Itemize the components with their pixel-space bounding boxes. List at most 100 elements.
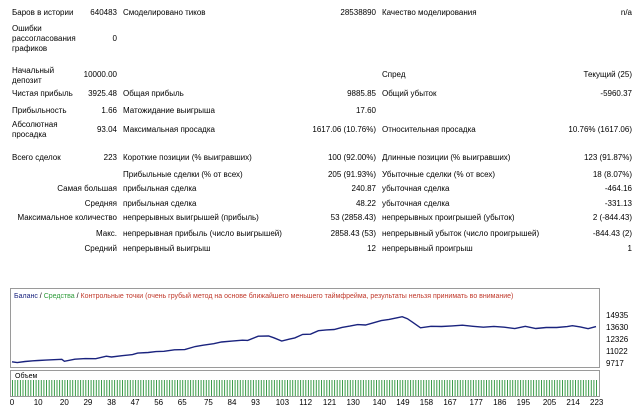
largest-profit-label: прибыльная сделка — [123, 184, 197, 193]
volume-bar — [344, 380, 346, 396]
volume-bar — [61, 380, 63, 396]
volume-bar — [507, 380, 508, 396]
loss-trades-label: Убыточные сделки (% от всех) — [382, 170, 496, 179]
volume-bar — [271, 380, 273, 396]
legend-separator-1: / — [37, 293, 44, 300]
volume-bar — [64, 380, 66, 396]
x-tick-label: 140 — [372, 398, 386, 407]
y-tick-label: 13630 — [606, 323, 629, 332]
volume-bar — [101, 380, 102, 396]
pf-label: Прибыльность — [12, 106, 67, 115]
volume-bar — [512, 380, 514, 396]
bars-value: 640483 — [90, 8, 117, 17]
volume-bar — [281, 380, 283, 396]
x-tick-label: 186 — [493, 398, 507, 407]
cons-wins-label: непрерывных выигрышей (прибыль) — [123, 213, 259, 222]
volume-bar — [572, 380, 574, 396]
x-tick-label: 93 — [251, 398, 260, 407]
errors-label: Ошибки рассогласования графиков — [12, 24, 76, 53]
volume-bar — [499, 380, 501, 396]
volume-bar — [59, 380, 61, 396]
volume-bar — [205, 380, 207, 396]
volume-bar — [431, 380, 432, 396]
gross-profit-label: Общая прибыль — [123, 89, 184, 98]
volume-bar — [93, 380, 95, 396]
rel-dd-label: Относительная просадка — [382, 125, 476, 134]
volume-bar — [582, 380, 584, 396]
volume-bar — [491, 380, 493, 396]
volume-bar — [305, 380, 307, 396]
volume-bar — [43, 380, 45, 396]
volume-bar — [459, 380, 461, 396]
volume-bar — [428, 380, 430, 396]
volume-bar — [169, 380, 171, 396]
volume-bar — [475, 380, 477, 396]
cons-wins-value: 53 (2858.43) — [330, 213, 376, 222]
y-tick-label: 11022 — [606, 346, 628, 356]
volume-bar — [410, 380, 412, 396]
volume-bar — [226, 380, 228, 396]
volume-bar — [56, 380, 58, 396]
max-dd-label: Максимальная просадка — [123, 125, 215, 134]
volume-bar — [192, 380, 194, 396]
volume-bar — [556, 380, 558, 396]
cons-profit-value: 2858.43 (53) — [330, 229, 376, 238]
volume-bar — [457, 380, 459, 396]
trades-value: 223 — [103, 153, 117, 162]
volume-bar — [266, 380, 267, 396]
volume-bar — [148, 380, 150, 396]
volume-bar — [323, 380, 325, 396]
x-axis: 0 10 20 29 38 47 56 65 75 84 93 103 112 121 130 140 149 1… — [10, 397, 610, 411]
volume-bar — [370, 380, 372, 396]
x-tick-label: 195 — [516, 398, 531, 407]
volume-bar — [216, 380, 218, 396]
spread-value: Текущий (25) — [583, 70, 632, 79]
x-tick-label: 47 — [130, 398, 140, 407]
volume-bar — [213, 380, 215, 396]
volume-bar — [483, 380, 485, 396]
volume-bar — [208, 380, 210, 396]
volume-bar — [258, 380, 260, 396]
volume-bar — [35, 380, 37, 396]
pf-value: 1.66 — [101, 106, 117, 115]
volume-svg — [12, 380, 597, 396]
deposit-label: Начальный депозит — [12, 66, 55, 85]
volume-bar — [122, 380, 123, 396]
volume-bar — [444, 380, 446, 396]
legend-separator-2: / — [74, 293, 81, 300]
volume-bar — [279, 380, 281, 396]
gross-loss-label: Общий убыток — [382, 89, 437, 98]
volume-bar — [452, 380, 453, 396]
volume-bar — [203, 380, 205, 396]
expect-value: 17.60 — [355, 106, 376, 115]
volume-bar — [87, 380, 89, 396]
volume-bar — [171, 380, 173, 396]
volume-bar — [77, 380, 79, 396]
volume-bar — [472, 380, 474, 396]
volume-bar — [562, 380, 563, 396]
volume-bar — [166, 380, 168, 396]
volume-bar — [46, 380, 47, 396]
volume-bar — [433, 380, 435, 396]
volume-bar — [190, 380, 192, 396]
balance-chart — [10, 288, 600, 368]
x-tick-label: 20 — [59, 398, 69, 407]
volume-bar — [404, 380, 406, 396]
volume-bar — [415, 380, 417, 396]
volume-bar — [318, 380, 320, 396]
volume-bar — [357, 380, 359, 396]
volume-bar — [22, 380, 24, 396]
volume-bar — [129, 380, 131, 396]
volume-bar — [520, 380, 522, 396]
volume-bar — [197, 380, 199, 396]
volume-bar — [349, 380, 351, 396]
volume-bar — [150, 380, 152, 396]
long-label: Длинные позиции (% выигравших) — [382, 153, 511, 162]
volume-bar — [30, 380, 32, 396]
x-tick-label: 65 — [177, 398, 187, 407]
volume-bar — [260, 380, 262, 396]
volume-bar — [522, 380, 524, 396]
volume-bar — [145, 380, 147, 396]
volume-bar — [551, 380, 553, 396]
volume-bar — [182, 380, 184, 396]
